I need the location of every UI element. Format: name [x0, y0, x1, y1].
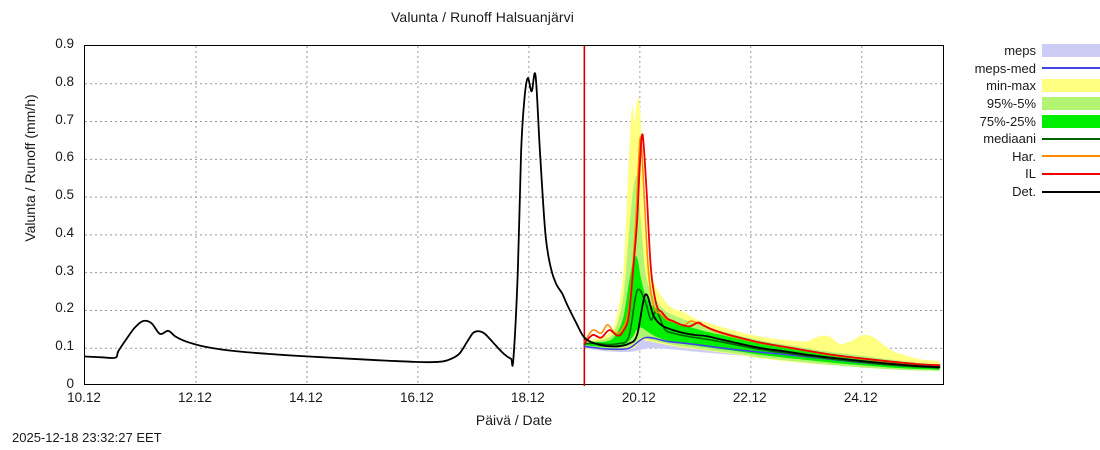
- x-tick-label: 22.12: [732, 390, 767, 405]
- x-tick-label: 20.12: [621, 390, 656, 405]
- y-tick-label: 0.5: [55, 187, 74, 203]
- legend-item[interactable]: Har.: [966, 148, 1100, 166]
- y-axis-label: Valunta / Runoff (mm/h): [22, 94, 38, 242]
- plot-area: [84, 45, 945, 386]
- legend-item-label: meps-med: [974, 60, 1036, 76]
- legend-item[interactable]: 95%-5%: [966, 95, 1100, 113]
- legend-swatch-har: [1042, 150, 1100, 163]
- series-line-det: [85, 72, 941, 369]
- y-tick-label: 0.8: [55, 73, 74, 89]
- legend-swatch-95-5: [1042, 97, 1100, 111]
- legend-item-label: Det.: [1012, 184, 1036, 200]
- page-title: Valunta / Runoff Halsuanjärvi: [391, 9, 574, 25]
- legend-item[interactable]: min-max: [966, 77, 1100, 95]
- x-tick-label: 24.12: [843, 390, 878, 405]
- legend-item[interactable]: meps: [966, 42, 1100, 60]
- x-axis-label: Päivä / Date: [475, 412, 553, 428]
- legend-swatch-75-25: [1042, 114, 1100, 128]
- series-line-mediaani: [583, 288, 941, 369]
- legend-item-label: meps: [1004, 43, 1036, 59]
- y-tick-label: 0.2: [55, 300, 74, 316]
- y-tick-label: 0: [66, 376, 74, 391]
- legend: meps meps-med min-max 95%-5% 75%-25% mediaani…: [966, 42, 1100, 200]
- x-tick-label: 16.12: [399, 390, 434, 405]
- legend-item[interactable]: Det.: [966, 183, 1100, 201]
- legend-item-label: IL: [1025, 166, 1036, 182]
- y-tick-label: 0.4: [55, 224, 74, 240]
- x-tick-label: 12.12: [178, 390, 212, 405]
- x-tick-label: 18.12: [510, 390, 545, 405]
- legend-item[interactable]: 75%-25%: [966, 112, 1100, 130]
- legend-item[interactable]: meps-med: [966, 60, 1100, 78]
- legend-item-label: Har.: [1012, 148, 1036, 164]
- y-tick-label: 0.6: [55, 149, 74, 165]
- y-tick-label: 0.7: [55, 111, 74, 127]
- legend-swatch-det: [1042, 185, 1100, 198]
- legend-swatch-mediaani: [1042, 132, 1100, 145]
- x-tick-label: 14.12: [289, 390, 323, 405]
- legend-line-sample: [1042, 172, 1100, 175]
- legend-item[interactable]: IL: [966, 165, 1100, 183]
- plot-canvas: [85, 46, 945, 386]
- legend-swatch-il: [1042, 167, 1100, 180]
- y-tick-label: 0.1: [55, 338, 74, 354]
- legend-swatch-meps: [1042, 44, 1100, 58]
- legend-item-label: min-max: [986, 78, 1036, 94]
- legend-item[interactable]: mediaani: [966, 130, 1100, 148]
- legend-line-sample: [1042, 137, 1100, 140]
- legend-item-label: 95%-5%: [986, 96, 1036, 112]
- legend-swatch-min-max: [1042, 79, 1100, 93]
- legend-line-sample: [1042, 155, 1100, 158]
- series-line-il: [583, 133, 941, 367]
- y-tick-label: 0.9: [55, 36, 74, 51]
- legend-line-sample: [1042, 190, 1100, 193]
- legend-line-sample: [1042, 67, 1100, 70]
- timestamp-label: 2025-12-18 23:32:27 EET: [12, 430, 162, 445]
- legend-item-label: 75%-25%: [979, 113, 1036, 129]
- y-tick-label: 0.3: [55, 262, 74, 278]
- x-tick-label: 10.12: [67, 390, 101, 405]
- legend-swatch-meps-med: [1042, 62, 1100, 75]
- legend-item-label: mediaani: [983, 131, 1036, 147]
